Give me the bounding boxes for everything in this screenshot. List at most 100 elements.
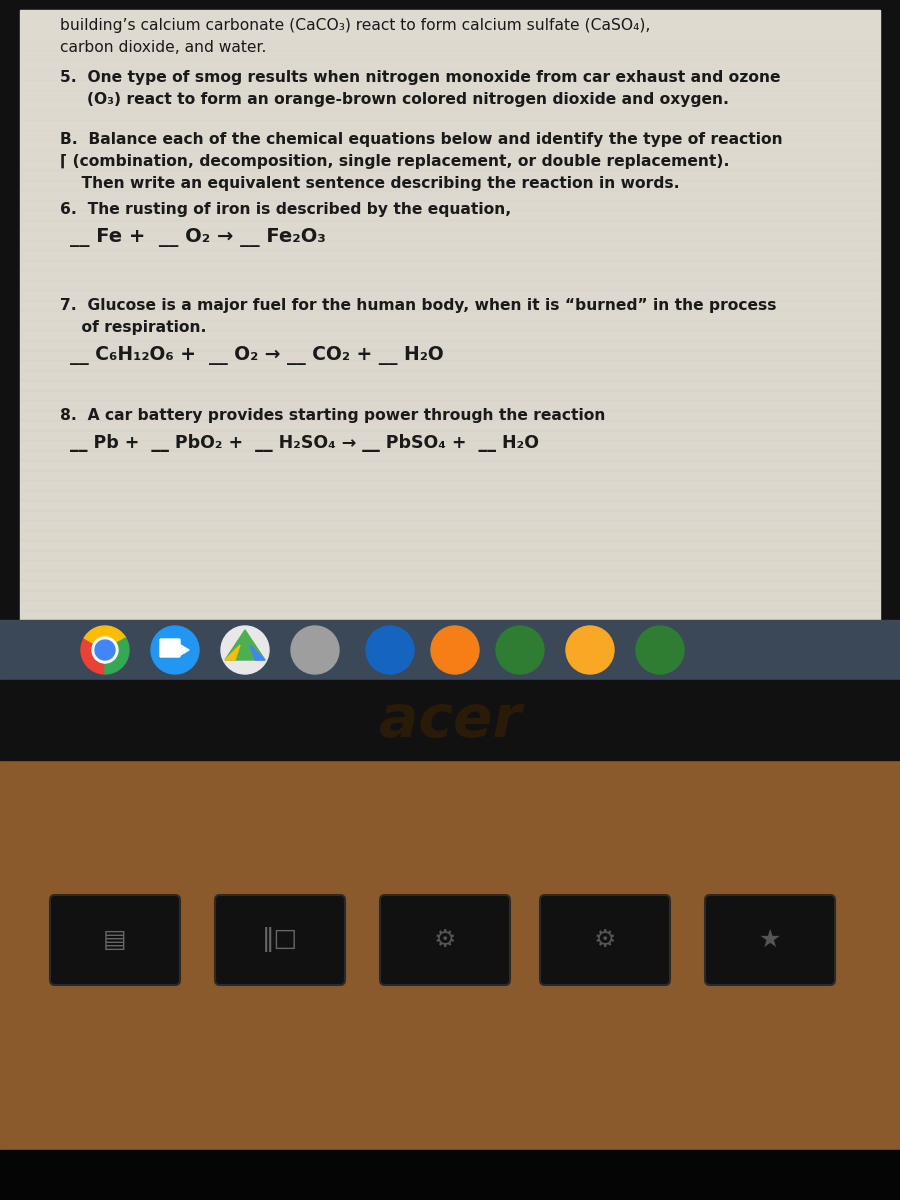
- Circle shape: [221, 626, 269, 674]
- Bar: [20, 610, 880, 620]
- Bar: [20, 180, 880, 190]
- Polygon shape: [225, 646, 240, 660]
- Bar: [20, 270, 880, 280]
- Text: ‖□: ‖□: [262, 928, 298, 953]
- Bar: [0, 1150, 900, 1200]
- Bar: [20, 460, 880, 470]
- Text: __ Pb +  __ PbO₂ +  __ H₂SO₄ → __ PbSO₄ +  __ H₂O: __ Pb + __ PbO₂ + __ H₂SO₄ → __ PbSO₄ + …: [70, 434, 539, 452]
- Bar: [20, 450, 880, 460]
- Wedge shape: [85, 626, 126, 650]
- Bar: [20, 400, 880, 410]
- Text: 7.  Glucose is a major fuel for the human body, when it is “burned” in the proce: 7. Glucose is a major fuel for the human…: [60, 298, 777, 313]
- Bar: [20, 310, 880, 320]
- Bar: [20, 110, 880, 120]
- Bar: [20, 240, 880, 250]
- FancyBboxPatch shape: [540, 895, 670, 985]
- Bar: [20, 500, 880, 510]
- Bar: [20, 490, 880, 500]
- Bar: [20, 340, 880, 350]
- Circle shape: [636, 626, 684, 674]
- Wedge shape: [105, 638, 129, 674]
- Wedge shape: [81, 638, 105, 674]
- Text: ⌈ (combination, decomposition, single replacement, or double replacement).: ⌈ (combination, decomposition, single re…: [60, 154, 730, 169]
- Bar: [20, 600, 880, 610]
- Bar: [20, 220, 880, 230]
- Bar: [20, 40, 880, 50]
- Bar: [20, 90, 880, 100]
- Bar: [20, 200, 880, 210]
- Bar: [20, 410, 880, 420]
- Bar: [20, 70, 880, 80]
- Bar: [20, 30, 880, 40]
- Bar: [20, 210, 880, 220]
- Text: building’s calcium carbonate (CaCO₃) react to form calcium sulfate (CaSO₄),: building’s calcium carbonate (CaCO₃) rea…: [60, 18, 651, 32]
- Text: __ Fe +  __ O₂ → __ Fe₂O₃: __ Fe + __ O₂ → __ Fe₂O₃: [70, 228, 326, 247]
- Bar: [20, 250, 880, 260]
- Text: ⚙: ⚙: [594, 928, 616, 952]
- Bar: [20, 580, 880, 590]
- Circle shape: [566, 626, 614, 674]
- Bar: [20, 420, 880, 430]
- Bar: [0, 0, 900, 760]
- Bar: [20, 360, 880, 370]
- Bar: [20, 80, 880, 90]
- Text: carbon dioxide, and water.: carbon dioxide, and water.: [60, 40, 266, 55]
- Text: 5.  One type of smog results when nitrogen monoxide from car exhaust and ozone: 5. One type of smog results when nitroge…: [60, 70, 780, 85]
- Bar: [20, 290, 880, 300]
- FancyBboxPatch shape: [380, 895, 510, 985]
- Text: acer: acer: [379, 691, 521, 749]
- Circle shape: [366, 626, 414, 674]
- Bar: [20, 230, 880, 240]
- Bar: [20, 370, 880, 380]
- Bar: [0, 680, 900, 760]
- Bar: [20, 100, 880, 110]
- Text: ▤: ▤: [104, 928, 127, 952]
- Bar: [20, 300, 880, 310]
- Bar: [20, 130, 880, 140]
- Bar: [20, 260, 880, 270]
- Bar: [20, 320, 880, 330]
- Bar: [20, 590, 880, 600]
- Bar: [20, 540, 880, 550]
- Bar: [20, 350, 880, 360]
- Circle shape: [291, 626, 339, 674]
- Text: ⚙: ⚙: [434, 928, 456, 952]
- Circle shape: [431, 626, 479, 674]
- Bar: [20, 520, 880, 530]
- Bar: [20, 10, 880, 620]
- Text: 6.  The rusting of iron is described by the equation,: 6. The rusting of iron is described by t…: [60, 202, 511, 217]
- Bar: [20, 510, 880, 520]
- FancyBboxPatch shape: [50, 895, 180, 985]
- FancyBboxPatch shape: [160, 638, 180, 658]
- Bar: [20, 570, 880, 580]
- Bar: [20, 10, 880, 20]
- Bar: [20, 530, 880, 540]
- Polygon shape: [250, 646, 265, 660]
- Bar: [0, 760, 900, 1200]
- Bar: [20, 560, 880, 570]
- Text: 8.  A car battery provides starting power through the reaction: 8. A car battery provides starting power…: [60, 408, 606, 422]
- Bar: [20, 390, 880, 400]
- Text: ★: ★: [759, 928, 781, 952]
- Bar: [20, 480, 880, 490]
- Bar: [20, 140, 880, 150]
- Text: B.  Balance each of the chemical equations below and identify the type of reacti: B. Balance each of the chemical equation…: [60, 132, 783, 146]
- Text: (O₃) react to form an orange-brown colored nitrogen dioxide and oxygen.: (O₃) react to form an orange-brown color…: [60, 92, 729, 107]
- Text: of respiration.: of respiration.: [60, 320, 206, 335]
- Bar: [20, 330, 880, 340]
- Bar: [20, 550, 880, 560]
- Circle shape: [151, 626, 199, 674]
- Circle shape: [496, 626, 544, 674]
- Bar: [20, 280, 880, 290]
- Circle shape: [92, 637, 118, 662]
- Bar: [20, 190, 880, 200]
- Bar: [20, 150, 880, 160]
- Bar: [20, 120, 880, 130]
- Bar: [20, 170, 880, 180]
- Bar: [20, 470, 880, 480]
- Text: __ C₆H₁₂O₆ +  __ O₂ → __ CO₂ + __ H₂O: __ C₆H₁₂O₆ + __ O₂ → __ CO₂ + __ H₂O: [70, 346, 444, 365]
- Bar: [20, 50, 880, 60]
- Bar: [20, 440, 880, 450]
- FancyBboxPatch shape: [705, 895, 835, 985]
- Bar: [20, 430, 880, 440]
